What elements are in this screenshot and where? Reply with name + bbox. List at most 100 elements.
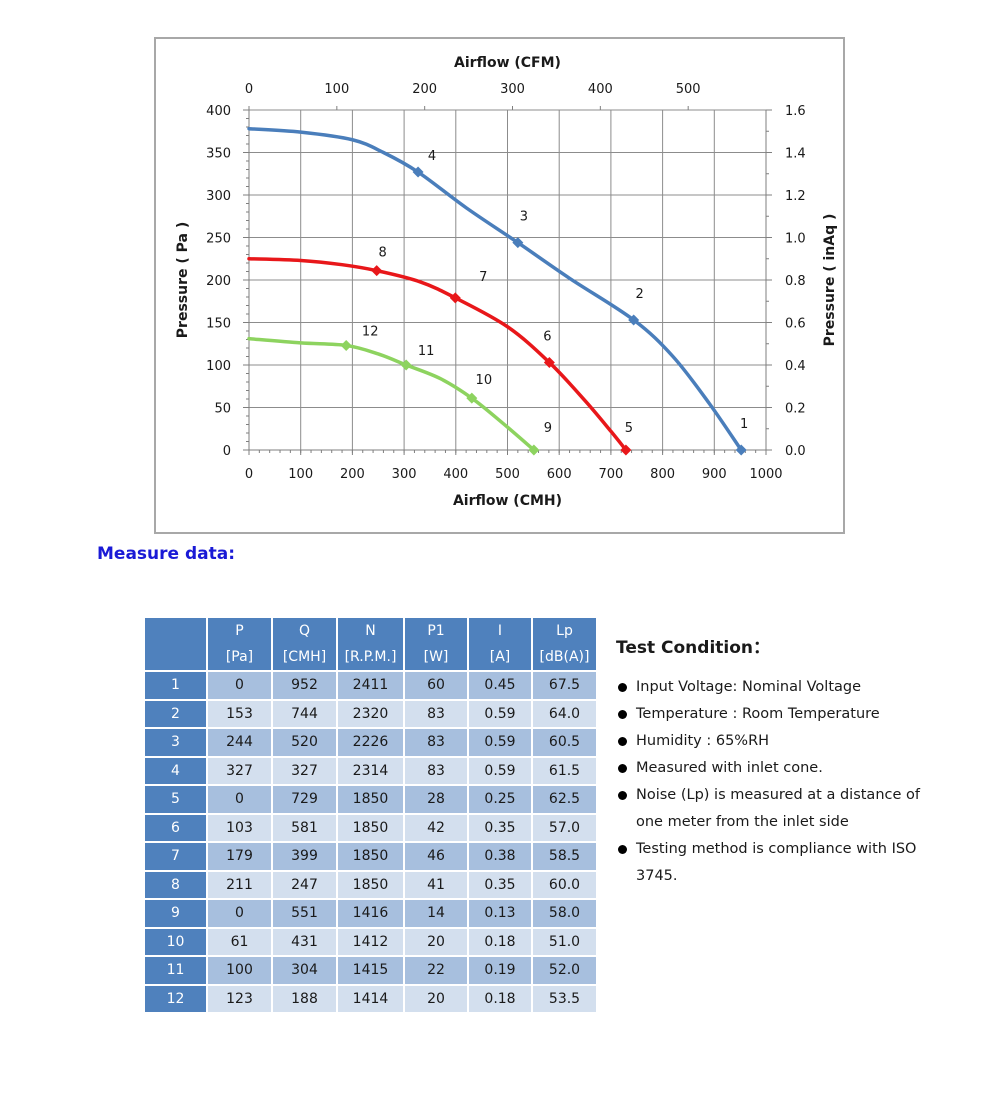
data-point-marker xyxy=(466,392,478,404)
x-tick-label: 300 xyxy=(392,467,417,482)
data-point-marker xyxy=(735,444,747,456)
chart-frame xyxy=(154,37,845,534)
data-point-marker xyxy=(620,444,632,456)
row-number: 4 xyxy=(145,757,206,784)
list-item: Noise (Lp) is measured at a distance of … xyxy=(616,782,946,836)
data-point-marker xyxy=(528,444,540,456)
data-point-marker xyxy=(400,359,412,371)
table-cell: 61 xyxy=(208,928,271,955)
header-n: N [R.P.M.] xyxy=(338,618,403,670)
data-point-label: 10 xyxy=(476,373,493,388)
list-item: Testing method is compliance with ISO 37… xyxy=(616,836,946,890)
y-tick-label: 250 xyxy=(206,232,231,247)
measure-data-title: Measure data: xyxy=(97,544,236,564)
table-cell: 0.59 xyxy=(469,757,531,784)
table-cell: 0.38 xyxy=(469,843,531,870)
table-cell: 244 xyxy=(208,729,271,756)
table-cell: 1412 xyxy=(338,928,403,955)
y2-tick-label: 0.6 xyxy=(785,317,806,332)
table-cell: 100 xyxy=(208,957,271,984)
x-tick-label: 500 xyxy=(495,467,520,482)
row-number: 11 xyxy=(145,957,206,984)
table-cell: 61.5 xyxy=(533,757,596,784)
test-condition-panel: Test Condition： Input Voltage: Nominal V… xyxy=(616,633,946,890)
row-number: 2 xyxy=(145,700,206,727)
data-point-marker xyxy=(340,339,352,351)
x2-tick-label: 200 xyxy=(412,82,437,97)
table-row: 2 153 744 2320 83 0.59 64.0 xyxy=(145,700,596,727)
table-cell: 58.5 xyxy=(533,843,596,870)
table-cell: 51.0 xyxy=(533,928,596,955)
row-number: 1 xyxy=(145,672,206,699)
table-cell: 2226 xyxy=(338,729,403,756)
table-row: 3 244 520 2226 83 0.59 60.5 xyxy=(145,729,596,756)
y-tick-label: 350 xyxy=(206,147,231,162)
table-cell: 0.45 xyxy=(469,672,531,699)
table-cell: 327 xyxy=(273,757,336,784)
y-tick-label: 200 xyxy=(206,274,231,289)
table-cell: 14 xyxy=(405,900,467,927)
table-cell: 53.5 xyxy=(533,985,596,1012)
y2-tick-label: 1.4 xyxy=(785,147,806,162)
table-cell: 399 xyxy=(273,843,336,870)
table-cell: 83 xyxy=(405,700,467,727)
table-cell: 327 xyxy=(208,757,271,784)
y2-tick-label: 0.4 xyxy=(785,359,806,374)
table-row: 8 211 247 1850 41 0.35 60.0 xyxy=(145,871,596,898)
table-cell: 123 xyxy=(208,985,271,1012)
table-cell: 0.18 xyxy=(469,985,531,1012)
table-cell: 20 xyxy=(405,928,467,955)
table-cell: 28 xyxy=(405,786,467,813)
data-point-marker xyxy=(628,314,640,326)
row-number: 12 xyxy=(145,985,206,1012)
y-tick-label: 50 xyxy=(214,402,231,417)
table-cell: 0 xyxy=(208,786,271,813)
series-line-1 xyxy=(247,126,743,452)
data-point-label: 1 xyxy=(740,417,748,432)
x2-axis-title: Airflow (CFM) xyxy=(454,55,561,71)
table-row: 12 123 188 1414 20 0.18 53.5 xyxy=(145,985,596,1012)
y2-tick-label: 0.2 xyxy=(785,402,806,417)
x-tick-label: 0 xyxy=(245,467,253,482)
row-number: 3 xyxy=(145,729,206,756)
table-cell: 729 xyxy=(273,786,336,813)
table-cell: 0.35 xyxy=(469,814,531,841)
table-cell: 1850 xyxy=(338,871,403,898)
table-cell: 0.25 xyxy=(469,786,531,813)
table-cell: 304 xyxy=(273,957,336,984)
row-number: 6 xyxy=(145,814,206,841)
y2-tick-label: 1.2 xyxy=(785,189,806,204)
series-line-3 xyxy=(247,336,536,452)
table-cell: 2314 xyxy=(338,757,403,784)
y2-tick-label: 0.0 xyxy=(785,444,806,459)
table-cell: 0.18 xyxy=(469,928,531,955)
table-cell: 103 xyxy=(208,814,271,841)
x2-tick-label: 500 xyxy=(676,82,701,97)
header-q: Q [CMH] xyxy=(273,618,336,670)
table-header-row: P [Pa] Q [CMH] N [R.P.M.] P1 [W] I [A] Lp [dB(… xyxy=(145,618,596,670)
table-cell: 0.19 xyxy=(469,957,531,984)
x2-tick-label: 0 xyxy=(245,82,253,97)
header-p1: P1 [W] xyxy=(405,618,467,670)
test-condition-list: Input Voltage: Nominal Voltage Temperatu… xyxy=(616,674,946,890)
table-cell: 2320 xyxy=(338,700,403,727)
table-row: 4 327 327 2314 83 0.59 61.5 xyxy=(145,757,596,784)
table-cell: 744 xyxy=(273,700,336,727)
data-point-marker xyxy=(412,166,424,178)
table-cell: 1850 xyxy=(338,843,403,870)
x-tick-label: 700 xyxy=(598,467,623,482)
table-cell: 551 xyxy=(273,900,336,927)
x2-tick-label: 300 xyxy=(500,82,525,97)
list-item: Humidity : 65%RH xyxy=(616,728,946,755)
table-cell: 0.59 xyxy=(469,729,531,756)
data-point-label: 7 xyxy=(479,270,487,285)
table-cell: 0.35 xyxy=(469,871,531,898)
data-point-label: 2 xyxy=(636,287,644,302)
table-row: 7 179 399 1850 46 0.38 58.5 xyxy=(145,843,596,870)
data-point-marker xyxy=(543,356,555,368)
table-row: 6 103 581 1850 42 0.35 57.0 xyxy=(145,814,596,841)
y2-axis-title: Pressure ( inAq ) xyxy=(822,214,838,347)
table-cell: 179 xyxy=(208,843,271,870)
x-tick-label: 600 xyxy=(547,467,572,482)
table-cell: 952 xyxy=(273,672,336,699)
